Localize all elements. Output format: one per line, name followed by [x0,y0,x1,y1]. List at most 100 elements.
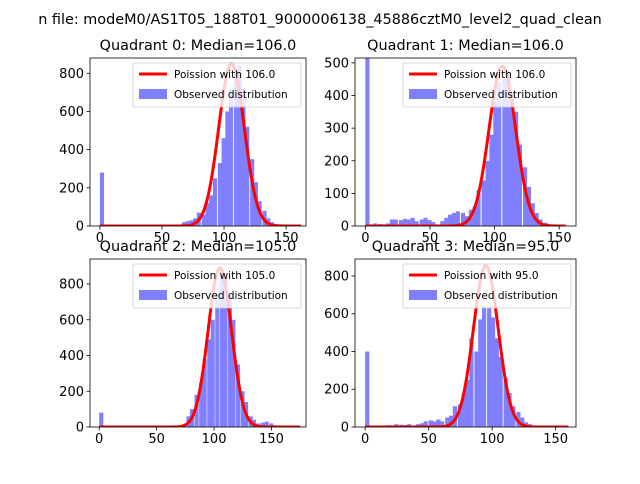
quadrant-3-histogram-bar [520,417,525,427]
quadrant-3-histogram-bar [461,393,466,427]
quadrant-3-histogram-bar [469,338,474,427]
quadrant-1-poisson-line [364,64,567,226]
quadrant-1-histogram-bar [398,220,404,226]
quadrant-2-xtick-label: 150 [259,432,284,447]
quadrant-3-xtick-label: 0 [361,432,369,447]
quadrant-2-ytick-label: 0 [76,421,84,436]
quadrant-0-histogram-bar [250,159,255,226]
quadrant-1-histogram-bar [481,180,486,226]
quadrant-3-legend-hist-swatch [409,290,437,300]
quadrant-2-plot: 0 50 100 150 0 200 400 600 800 Quadrant 2: Median… [59,239,307,447]
quadrant-0-xtick-label: 50 [154,231,171,246]
figure-suptitle: n file: modeM0/AS1T05_188T01_9000006138_… [38,12,602,28]
quadrant-3-axes-frame [354,258,577,428]
quadrant-1-histogram-bar [406,219,411,226]
quadrant-2-histogram-bar [223,276,228,427]
quadrant-2-histogram-bar [215,292,220,427]
quadrant-0-histogram-bar [229,88,234,226]
quadrant-3-histogram-bar [503,377,508,427]
quadrant-1-legend-hist-swatch [409,89,437,99]
quadrant-0-histogram-bar [212,178,217,226]
quadrant-2-legend-box [132,263,302,309]
quadrant-1-histogram-bar [431,222,436,226]
quadrant-2-histogram-bar [227,294,233,427]
quadrant-1-histogram-bar [506,72,511,226]
quadrant-3-histogram-bar [428,420,433,427]
quadrant-2-histogram-bar [235,364,241,427]
quadrant-3-histogram-bar [457,404,463,427]
quadrant-1-legend-box [402,62,572,108]
quadrant-1-histogram-bar [414,221,419,226]
quadrant-1-xtick-label: 50 [422,231,439,246]
quadrant-2-histogram-bar [269,423,274,427]
quadrant-2-title: Quadrant 2: Median=105.0 [100,239,297,255]
quadrant-1-ytick-label: 100 [324,187,349,202]
quadrant-1-legend: Poission with 106.0 Observed distribution [402,62,572,108]
quadrant-3-histogram-bar [432,421,437,427]
quadrant-2-legend: Poission with 105.0 Observed distribution [132,263,302,309]
quadrant-3-legend: Poission with 95.0 Observed distribution [402,263,572,309]
quadrant-3-ytick-label: 0 [341,421,349,436]
quadrant-1-histogram-bar [451,212,457,226]
quadrant-2-axes-frame [89,258,307,428]
quadrant-0-histogram-bar [205,203,210,226]
quadrant-3-histogram-bar [465,379,470,427]
quadrant-0-legend-hist-swatch [139,89,167,99]
quadrant-2-histogram-bar [261,422,266,427]
quadrant-1-histogram-bar [513,111,519,226]
quadrant-3-xtick-label: 50 [420,432,437,447]
quadrant-0-histogram-bar [217,163,222,226]
quadrant-2-ytick-label: 400 [59,349,84,364]
quadrant-3-histogram-bar [494,338,499,427]
quadrant-3-ytick-label: 400 [324,345,349,360]
quadrant-0-legend: Poission with 106.0 Observed distribution [132,62,302,108]
quadrant-0-axes-frame [89,57,307,227]
quadrant-1-ytick-label: 500 [324,56,349,71]
quadrant-3-histogram-bar [440,421,445,427]
quadrant-0-legend-box [132,62,302,108]
quadrant-0-histogram-bar [221,138,226,226]
quadrant-3-title: Quadrant 3: Median=95.0 [372,239,560,255]
quadrant-1-histogram-bar [419,219,424,226]
quadrant-2-xtick-label: 50 [148,432,165,447]
quadrant-3-histogram-bar [498,357,503,427]
quadrant-0-ytick-label: 200 [59,181,84,196]
quadrant-0-histogram-bar [241,88,246,226]
quadrant-1-marks [364,58,567,226]
quadrant-3-xtick-label: 100 [480,432,505,447]
quadrant-1-legend-line-label: Poission with 106.0 [444,69,545,81]
quadrant-2-histogram-bar [210,319,215,427]
quadrant-2-ytick-label: 600 [59,313,84,328]
quadrant-1-histogram-bar [502,79,507,226]
quadrant-1-plot: 0 50 100 150 0 100 200 300 400 500 Quadrant 1: Med… [324,38,577,246]
quadrant-1-axes-frame [354,57,577,227]
quadrant-0-xtick-label: 0 [96,231,104,246]
quadrant-3-legend-hist-label: Observed distribution [444,290,558,302]
quadrant-2-legend-hist-label: Observed distribution [174,290,288,302]
quadrant-2-xtick-label: 0 [95,432,103,447]
quadrant-1-histogram-bar [523,167,528,226]
quadrant-2-histogram-bar [199,382,204,427]
quadrant-1-histogram-bar [444,217,449,226]
quadrant-1-ytick-label: 400 [324,89,349,104]
quadrant-0-ytick-label: 800 [59,67,84,82]
quadrant-2-legend-hist-swatch [139,290,167,300]
quadrant-3-marks [364,264,570,427]
quadrant-2-histogram-bar [207,339,212,427]
quadrant-2-histogram-bar [99,412,104,427]
quadrant-1-xtick-label: 150 [547,231,572,246]
quadrant-0-marks [99,62,302,226]
quadrant-3-histogram-bar [478,319,483,427]
quadrant-3-plot: 0 50 100 150 0 200 400 600 800 Quadrant 3: Median… [324,239,577,447]
quadrant-2-histogram-bar [202,359,207,427]
quadrant-3-legend-line-label: Poission with 95.0 [444,270,539,282]
quadrant-1-histogram-bar [393,219,398,226]
quadrant-1-histogram-bar [423,217,428,226]
quadrant-0-ytick-label: 0 [76,220,84,235]
quadrant-0-histogram-bar [237,65,242,226]
quadrant-1-histogram-bar [365,58,370,226]
quadrant-3-ytick-label: 200 [324,383,349,398]
quadrant-0-histogram-bar [189,220,194,226]
quadrant-2-histogram-bar [219,269,224,427]
